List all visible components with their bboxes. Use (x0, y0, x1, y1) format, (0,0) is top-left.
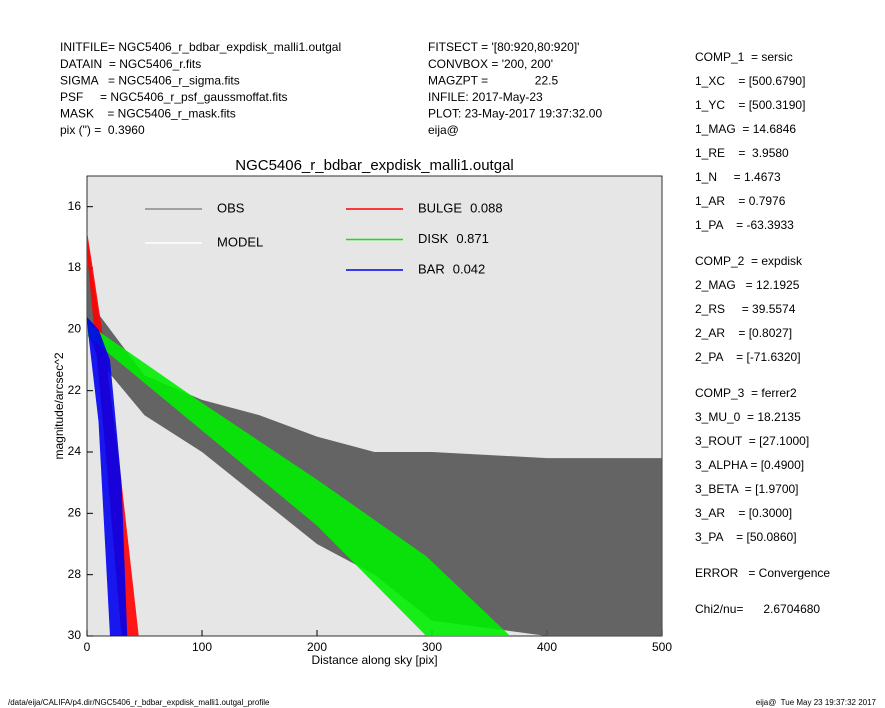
legend-label: DISK (418, 231, 449, 246)
parameter-line: 3_PA = [50.0860] (695, 530, 797, 544)
header-line: FITSECT = '[80:920,80:920]' (428, 40, 579, 54)
y-tick-label: 26 (68, 506, 82, 520)
header-line: INITFILE= NGC5406_r_bdbar_expdisk_malli1… (60, 40, 341, 54)
y-tick-label: 22 (68, 383, 82, 397)
x-tick-label: 400 (537, 640, 557, 654)
parameter-line: 1_N = 1.4673 (695, 170, 781, 184)
x-tick-label: 0 (84, 640, 91, 654)
legend-label: BULGE (418, 200, 462, 215)
parameter-line: COMP_1 = sersic (695, 50, 793, 64)
band (87, 317, 128, 636)
footer-right: eija@ Tue May 23 19:37:32 2017 (756, 698, 877, 707)
legend-fraction: 0.871 (456, 231, 489, 246)
header-line: INFILE: 2017-May-23 (428, 90, 543, 104)
parameter-line: 3_AR = [0.3000] (695, 506, 792, 520)
header-line: PLOT: 23-May-2017 19:37:32.00 (428, 107, 602, 121)
x-tick-label: 300 (422, 640, 442, 654)
band (87, 323, 511, 636)
header-line: SIGMA = NGC5406_r_sigma.fits (60, 73, 240, 87)
parameter-line: ERROR = Convergence (695, 566, 830, 580)
parameter-line: 2_AR = [0.8027] (695, 326, 792, 340)
parameter-line: 1_RE = 3.9580 (695, 146, 789, 160)
legend-label: MODEL (217, 234, 263, 249)
legend-label: OBS (217, 200, 245, 215)
footer-left: /data/eija/CALIFA/p4.dir/NGC5406_r_bdbar… (8, 698, 270, 707)
y-axis-label: magnitude/arcsec^2 (52, 352, 66, 459)
parameter-line: COMP_3 = ferrer2 (695, 386, 797, 400)
parameter-line: 2_MAG = 12.1925 (695, 278, 800, 292)
band (87, 237, 662, 637)
y-tick-label: 24 (68, 444, 82, 458)
x-axis-label: Distance along sky [pix] (311, 653, 437, 667)
header-line: MAGZPT = 22.5 (428, 73, 558, 87)
parameter-line: 1_AR = 0.7976 (695, 194, 786, 208)
parameter-line: COMP_2 = expdisk (695, 254, 803, 268)
parameter-line: 1_YC = [500.3190] (695, 98, 805, 112)
parameter-line: 1_MAG = 14.6846 (695, 122, 796, 136)
header-line: CONVBOX = '200, 200' (428, 57, 553, 71)
parameter-line: 3_MU_0 = 18.2135 (695, 410, 801, 424)
x-tick-label: 500 (652, 640, 672, 654)
parameter-line: 2_PA = [-71.6320] (695, 350, 801, 364)
header-line: eija@ (428, 123, 459, 137)
parameter-line: 1_XC = [500.6790] (695, 74, 805, 88)
y-tick-label: 20 (68, 322, 82, 336)
y-tick-label: 16 (68, 199, 82, 213)
parameter-line: 1_PA = -63.3933 (695, 218, 794, 232)
header-line: pix (") = 0.3960 (60, 123, 145, 137)
parameter-line: 2_RS = 39.5574 (695, 302, 796, 316)
x-tick-label: 100 (192, 640, 212, 654)
parameter-line: 3_ROUT = [27.1000] (695, 434, 809, 448)
y-tick-label: 28 (68, 567, 82, 581)
parameter-line: 3_ALPHA = [0.4900] (695, 458, 804, 472)
parameter-line: 3_BETA = [1.9700] (695, 482, 799, 496)
legend-label: BAR (418, 261, 445, 276)
header-line: PSF = NGC5406_r_psf_gaussmoffat.fits (60, 90, 288, 104)
header-line: MASK = NGC5406_r_mask.fits (60, 107, 236, 121)
x-tick-label: 200 (307, 640, 327, 654)
legend-fraction: 0.088 (470, 200, 503, 215)
parameter-line: Chi2/nu= 2.6704680 (695, 602, 820, 616)
legend-fraction: 0.042 (453, 261, 486, 276)
y-tick-label: 30 (68, 628, 82, 642)
header-line: DATAIN = NGC5406_r.fits (60, 57, 201, 71)
y-tick-label: 18 (68, 260, 82, 274)
chart-title: NGC5406_r_bdbar_expdisk_malli1.outgal (235, 157, 514, 174)
